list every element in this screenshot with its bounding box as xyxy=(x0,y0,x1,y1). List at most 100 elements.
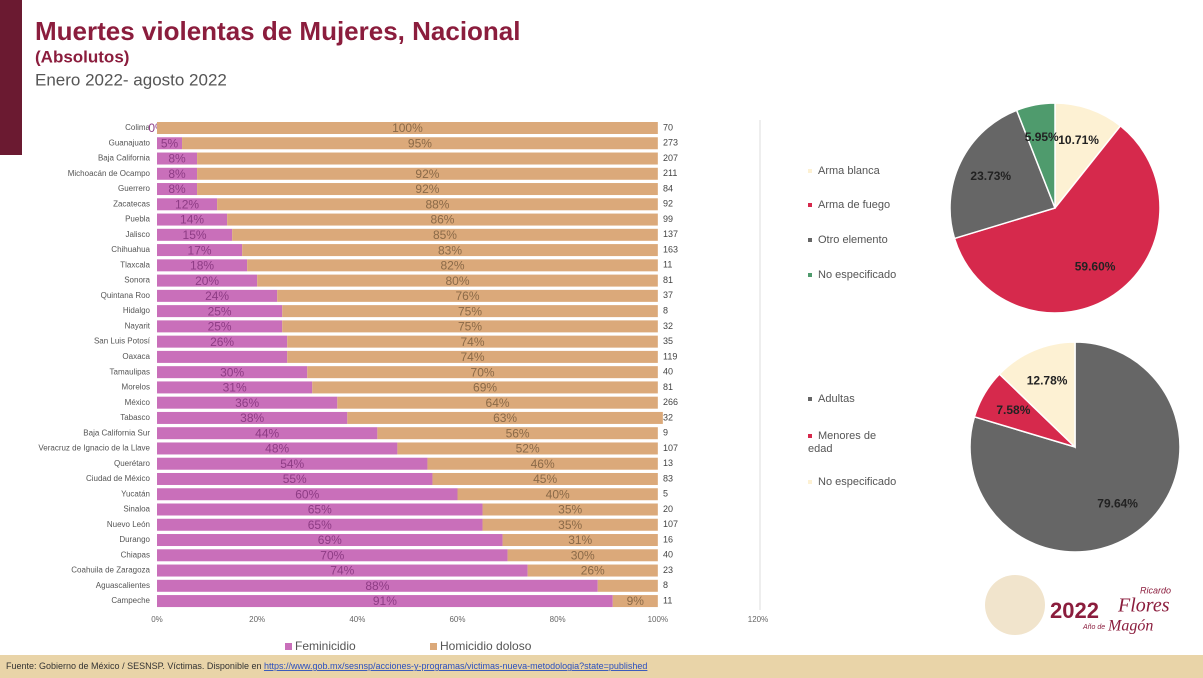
category-label: Yucatán xyxy=(121,489,150,498)
total-label: 81 xyxy=(663,275,673,285)
legend-item: No especificado xyxy=(808,476,903,489)
total-label: 11 xyxy=(663,260,672,270)
logo-name: Magón xyxy=(1107,618,1153,635)
bar-segment xyxy=(157,472,433,485)
data-label: 48% xyxy=(265,442,289,456)
data-label: 7.58% xyxy=(996,403,1030,417)
bar-segment xyxy=(307,366,658,379)
total-label: 8 xyxy=(663,580,668,590)
data-label: 70% xyxy=(471,365,495,379)
category-label: México xyxy=(125,398,151,407)
category-label: Durango xyxy=(119,535,150,544)
category-label: Campeche xyxy=(111,596,150,605)
pie-slice xyxy=(998,341,1076,449)
source-text: Fuente: Gobierno de México / SESNSP. Víc… xyxy=(6,661,264,671)
bar-segment xyxy=(157,564,528,577)
bar-segment xyxy=(337,396,658,409)
data-label: 74% xyxy=(330,564,354,578)
data-label: 65% xyxy=(308,503,332,517)
legend-swatch xyxy=(430,643,437,650)
data-label: 65% xyxy=(308,518,332,532)
bar-segment xyxy=(157,457,428,470)
category-label: Sonora xyxy=(124,276,150,285)
data-label: 80% xyxy=(445,274,469,288)
bar-segment xyxy=(157,350,288,363)
data-label: 95% xyxy=(408,136,432,150)
bar-segment xyxy=(227,213,658,226)
legend-item: Arma de fuego xyxy=(808,199,903,212)
legend-item: Menores de edad xyxy=(808,430,903,456)
category-label: Tamaulipas xyxy=(110,367,150,376)
data-label: 83% xyxy=(438,243,462,257)
legend-item: Otro elemento xyxy=(808,234,903,247)
total-label: 37 xyxy=(663,290,673,300)
data-label: 12% xyxy=(175,197,199,211)
legend-swatch xyxy=(808,238,812,243)
bar-segment xyxy=(157,411,348,424)
legend-label: Arma blanca xyxy=(818,165,880,177)
bar-segment xyxy=(217,198,658,211)
total-label: 40 xyxy=(663,367,673,377)
total-label: 107 xyxy=(663,443,678,453)
total-label: 32 xyxy=(663,412,673,422)
bar-segment xyxy=(157,396,338,409)
bar-segment xyxy=(377,427,658,440)
data-label: 88% xyxy=(365,579,389,593)
period: Enero 2022- agosto 2022 xyxy=(35,70,227,89)
pie-slice xyxy=(1015,102,1056,209)
data-label: 55% xyxy=(283,472,307,486)
data-label: 59.60% xyxy=(1075,259,1116,273)
total-label: 23 xyxy=(663,565,673,575)
legend-label: Arma de fuego xyxy=(818,199,891,211)
bar-segment xyxy=(157,244,243,257)
legend-swatch xyxy=(808,203,812,208)
category-label: Querétaro xyxy=(114,459,151,468)
data-label: 31% xyxy=(223,381,247,395)
total-label: 211 xyxy=(663,168,677,178)
data-label: 8% xyxy=(168,182,186,196)
category-label: Michoacán de Ocampo xyxy=(68,169,151,178)
total-label: 70 xyxy=(663,122,673,132)
bar-segment xyxy=(157,228,233,241)
data-label: 8% xyxy=(168,167,186,181)
total-label: 20 xyxy=(663,504,673,514)
logo-name: Flores xyxy=(1117,595,1170,617)
total-label: 40 xyxy=(663,550,673,560)
legend-item: Arma blanca xyxy=(808,165,903,178)
legend-label: No especificado xyxy=(818,476,897,488)
total-label: 137 xyxy=(663,229,678,239)
source-link[interactable]: https://www.gob.mx/sesnsp/acciones-y-pro… xyxy=(264,661,647,671)
total-label: 16 xyxy=(663,534,673,544)
total-label: 273 xyxy=(663,138,678,148)
bar-segment xyxy=(157,137,183,150)
category-label: Puebla xyxy=(125,215,150,224)
data-label: 70% xyxy=(320,548,344,562)
bar-segment xyxy=(157,335,288,348)
bar-segment xyxy=(232,228,658,241)
bar-segment xyxy=(157,442,398,455)
data-label: 69% xyxy=(473,381,497,395)
legend-swatch xyxy=(808,434,812,439)
category-label: Oaxaca xyxy=(122,352,150,361)
bar-segment xyxy=(157,167,198,180)
data-label: 76% xyxy=(456,289,480,303)
data-label: 35% xyxy=(558,518,582,532)
legend-swatch xyxy=(808,169,812,174)
bar-segment xyxy=(182,137,658,150)
legend-label: No especificado xyxy=(818,269,897,281)
bar-segment xyxy=(157,122,658,134)
data-label: 40% xyxy=(546,487,570,501)
bar-segment xyxy=(197,152,658,165)
bar-segment xyxy=(157,595,613,608)
legend-item: Adultas xyxy=(808,393,903,406)
category-label: Ciudad de México xyxy=(86,474,151,483)
total-label: 119 xyxy=(663,351,677,361)
bar-segment xyxy=(312,381,658,394)
logo-name: Año de xyxy=(1082,624,1105,631)
data-label: 86% xyxy=(430,213,454,227)
data-label: 82% xyxy=(440,259,464,273)
total-label: 107 xyxy=(663,519,678,529)
data-label: 36% xyxy=(235,396,259,410)
total-label: 13 xyxy=(663,458,673,468)
data-label: 85% xyxy=(433,228,457,242)
